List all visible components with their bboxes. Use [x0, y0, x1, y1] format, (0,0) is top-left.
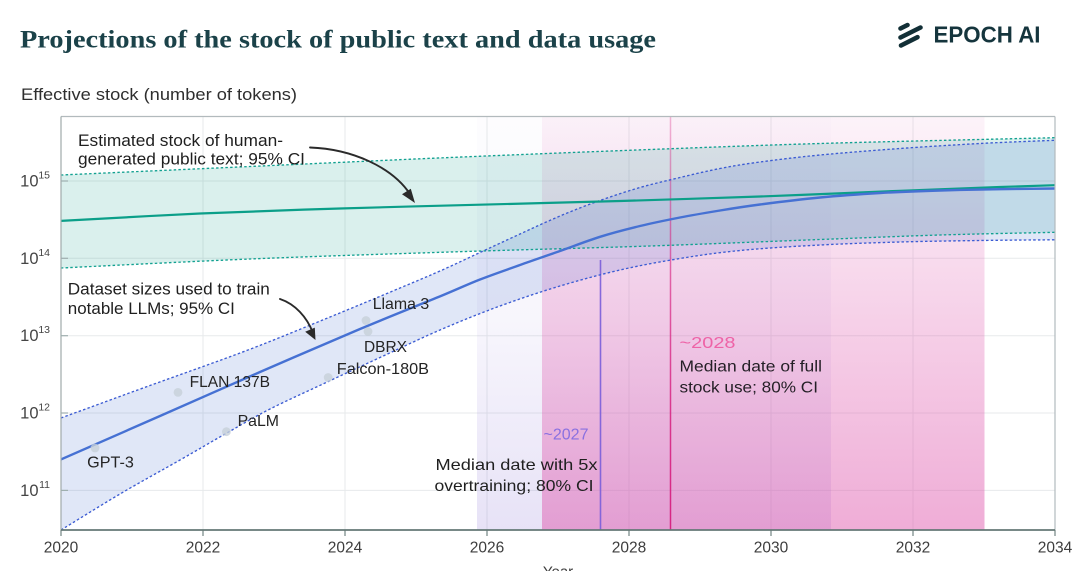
svg-text:stock use; 80% CI: stock use; 80% CI	[680, 380, 819, 397]
svg-text:PaLM: PaLM	[238, 413, 279, 430]
svg-text:14: 14	[38, 247, 50, 259]
svg-text:Dataset sizes used to train: Dataset sizes used to train	[68, 279, 270, 298]
svg-text:GPT-3: GPT-3	[87, 455, 134, 472]
svg-text:10: 10	[20, 482, 38, 500]
svg-text:12: 12	[38, 402, 50, 414]
svg-text:overtraining; 80% CI: overtraining; 80% CI	[435, 478, 594, 495]
svg-text:~2028: ~2028	[680, 335, 736, 352]
svg-text:10: 10	[20, 327, 38, 345]
svg-text:2032: 2032	[896, 540, 930, 557]
svg-text:2030: 2030	[754, 540, 789, 557]
svg-text:EPOCH AI: EPOCH AI	[934, 22, 1041, 48]
svg-text:generated public text; 95% CI: generated public text; 95% CI	[78, 150, 305, 169]
svg-text:Estimated stock of human-: Estimated stock of human-	[78, 131, 283, 150]
svg-text:DBRX: DBRX	[364, 339, 407, 356]
svg-text:2026: 2026	[470, 540, 504, 557]
svg-text:2034: 2034	[1038, 540, 1073, 557]
svg-text:Projections of the stock of pu: Projections of the stock of public text …	[20, 27, 656, 54]
svg-text:2020: 2020	[44, 540, 79, 557]
svg-text:Year: Year	[543, 564, 573, 571]
svg-text:13: 13	[38, 324, 50, 336]
svg-text:FLAN 137B: FLAN 137B	[190, 374, 270, 391]
svg-text:~2027: ~2027	[544, 427, 589, 444]
svg-text:10: 10	[20, 173, 38, 191]
svg-text:11: 11	[39, 479, 50, 491]
svg-text:notable LLMs; 95% CI: notable LLMs; 95% CI	[68, 299, 235, 318]
svg-text:Median date with 5x: Median date with 5x	[436, 457, 598, 474]
svg-text:2028: 2028	[612, 540, 646, 557]
svg-text:Median date of full: Median date of full	[680, 359, 823, 376]
svg-text:10: 10	[20, 250, 38, 268]
svg-text:2022: 2022	[186, 540, 220, 557]
svg-text:10: 10	[20, 405, 38, 423]
svg-text:2024: 2024	[328, 540, 363, 557]
svg-text:15: 15	[38, 170, 50, 182]
svg-text:Llama 3: Llama 3	[373, 296, 430, 313]
svg-text:Effective stock (number of tok: Effective stock (number of tokens)	[21, 85, 297, 104]
svg-text:Falcon-180B: Falcon-180B	[337, 361, 429, 378]
